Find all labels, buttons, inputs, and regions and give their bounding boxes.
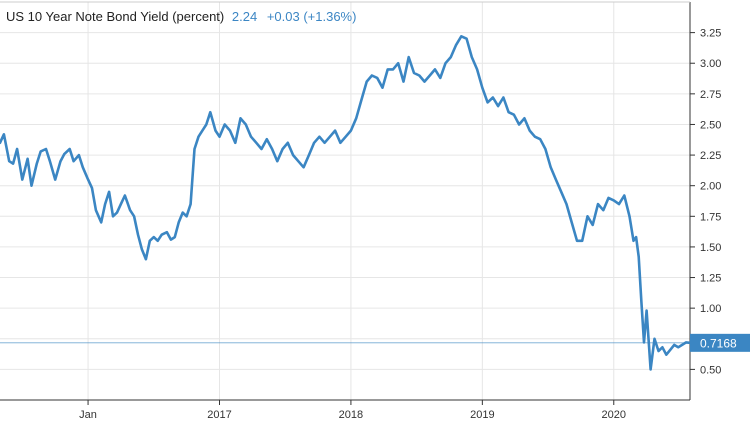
x-tick-label: 2017 xyxy=(207,409,231,421)
axes: 0.500.751.001.251.501.752.002.252.502.75… xyxy=(0,1,721,421)
y-tick-label: 2.25 xyxy=(700,150,721,162)
y-tick-label: 2.50 xyxy=(700,119,721,131)
price-tag-layer: 0.7168 xyxy=(0,333,750,352)
y-tick-label: 1.00 xyxy=(700,303,721,315)
series-layer xyxy=(0,34,692,371)
y-tick-label: 1.50 xyxy=(700,242,721,254)
chart-title: US 10 Year Note Bond Yield (percent) xyxy=(6,9,225,24)
x-tick-label: 2020 xyxy=(602,409,626,421)
price-tag-label: 0.7168 xyxy=(700,336,737,350)
y-tick-label: 0.50 xyxy=(700,364,721,376)
x-tick-label: 2019 xyxy=(470,409,494,421)
y-tick-label: 2.00 xyxy=(700,181,721,193)
x-tick-label: Jan xyxy=(79,409,97,421)
y-tick-label: 3.00 xyxy=(700,58,721,70)
x-tick-label: 2018 xyxy=(339,409,363,421)
y-tick-label: 2.75 xyxy=(700,89,721,101)
chart-header: US 10 Year Note Bond Yield (percent) 2.2… xyxy=(6,9,356,24)
y-tick-label: 1.75 xyxy=(700,211,721,223)
series-line xyxy=(0,34,692,371)
last-value: 2.24 xyxy=(231,9,258,24)
change-value: +0.03 (+1.36%) xyxy=(266,9,357,24)
price-tag-bg xyxy=(690,333,750,352)
y-tick-label: 3.25 xyxy=(700,28,721,40)
gridlines xyxy=(0,2,690,400)
y-tick-label: 1.25 xyxy=(700,273,721,285)
